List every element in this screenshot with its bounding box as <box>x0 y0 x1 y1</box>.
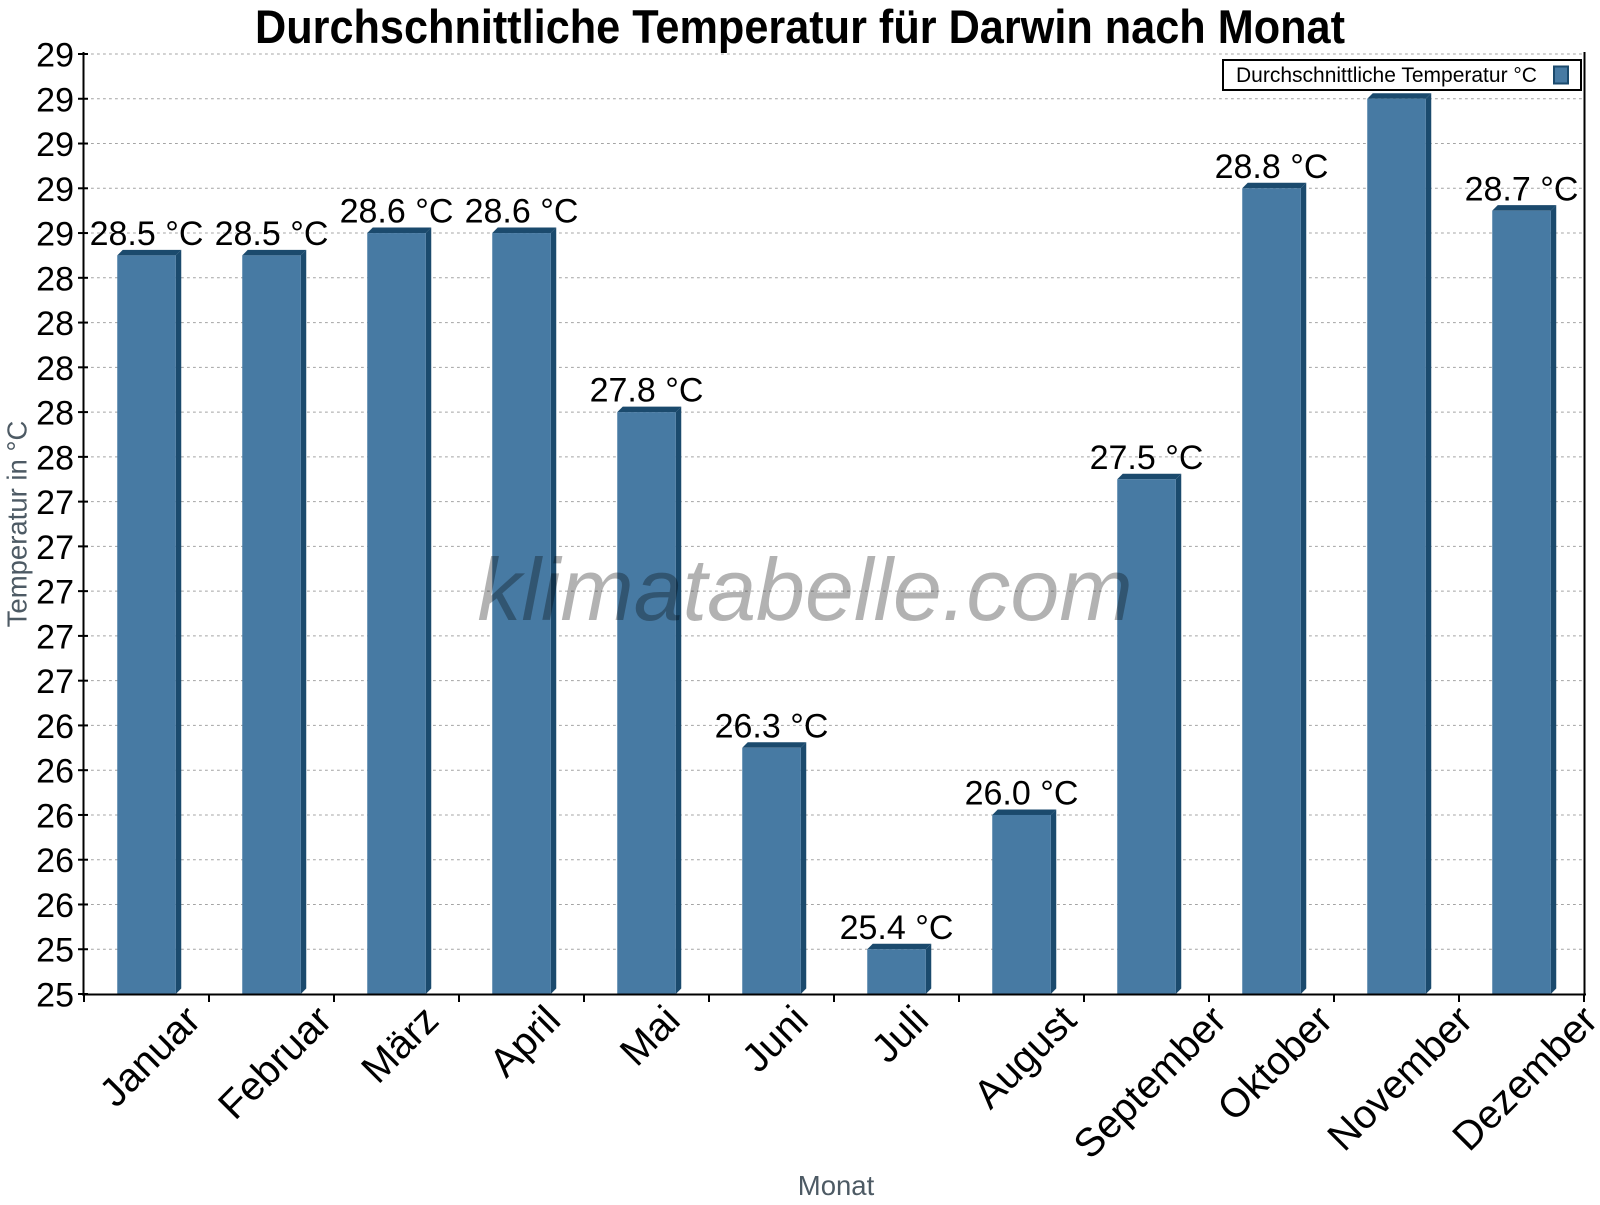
svg-text:28: 28 <box>36 350 74 388</box>
svg-text:27.8 °C: 27.8 °C <box>590 372 704 410</box>
svg-text:Durchschnittliche Temperatur °: Durchschnittliche Temperatur °C <box>1236 64 1537 87</box>
svg-text:26: 26 <box>36 887 74 925</box>
svg-text:28: 28 <box>36 260 74 298</box>
svg-text:25: 25 <box>36 977 74 1015</box>
svg-text:27: 27 <box>36 529 74 567</box>
svg-text:26: 26 <box>36 753 74 791</box>
svg-text:26.0 °C: 26.0 °C <box>965 775 1079 813</box>
svg-text:28.6 °C: 28.6 °C <box>340 193 454 231</box>
svg-text:29: 29 <box>36 81 74 119</box>
svg-text:29: 29 <box>36 171 74 209</box>
svg-text:Durchschnittliche Temperatur f: Durchschnittliche Temperatur für Darwin … <box>255 0 1345 53</box>
svg-text:26: 26 <box>36 842 74 880</box>
svg-text:Temperatur in °C: Temperatur in °C <box>2 421 33 628</box>
svg-text:26.3 °C: 26.3 °C <box>715 707 829 745</box>
svg-text:28.8 °C: 28.8 °C <box>1215 148 1329 186</box>
svg-text:26: 26 <box>36 797 74 835</box>
svg-text:klimatabelle.com: klimatabelle.com <box>477 540 1132 639</box>
svg-text:26: 26 <box>36 708 74 746</box>
svg-text:28.5 °C: 28.5 °C <box>90 215 204 253</box>
svg-text:27: 27 <box>36 484 74 522</box>
svg-text:27.5 °C: 27.5 °C <box>1090 439 1204 477</box>
svg-text:27: 27 <box>36 574 74 612</box>
svg-text:25: 25 <box>36 932 74 970</box>
svg-text:Monat: Monat <box>798 1170 875 1200</box>
svg-text:28.6 °C: 28.6 °C <box>465 193 579 231</box>
svg-text:27: 27 <box>36 663 74 701</box>
svg-text:27: 27 <box>36 618 74 656</box>
svg-text:29: 29 <box>36 216 74 254</box>
svg-text:28.7 °C: 28.7 °C <box>1465 170 1579 208</box>
svg-text:28.5 °C: 28.5 °C <box>215 215 329 253</box>
svg-text:28: 28 <box>36 439 74 477</box>
svg-text:28: 28 <box>36 305 74 343</box>
svg-text:25.4 °C: 25.4 °C <box>840 909 954 947</box>
svg-text:29: 29 <box>36 126 74 164</box>
svg-text:28: 28 <box>36 395 74 433</box>
svg-text:29: 29 <box>36 37 74 75</box>
